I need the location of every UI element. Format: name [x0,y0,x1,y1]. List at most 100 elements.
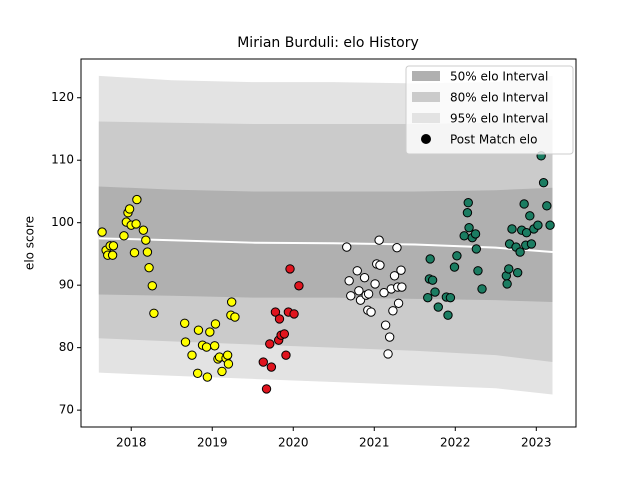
data-point [270,307,281,317]
data-point [132,194,142,205]
data-point [519,199,529,209]
y-tick-label: 90 [59,278,74,292]
data-point [138,225,149,235]
data-point [205,327,215,337]
data-point [375,260,385,270]
data-point [279,329,290,339]
data-point [274,314,285,324]
data-point [396,265,406,275]
data-point [363,289,374,299]
x-tick-label: 2020 [278,436,309,450]
legend-label: 95% elo Interval [450,112,548,126]
data-point [389,271,400,281]
data-point [147,281,157,291]
data-point [141,235,151,245]
data-point [265,339,275,349]
data-point [452,251,462,261]
data-point [459,231,469,241]
data-point [193,325,204,335]
data-point [187,350,197,360]
data-point [223,359,234,369]
data-point [470,229,481,239]
data-point [443,310,453,320]
data-point [344,276,354,286]
data-point [366,307,376,317]
data-point [266,362,277,372]
legend-label: Post Match elo [450,133,537,147]
x-tick-label: 2018 [116,436,147,450]
chart-title: Mirian Burduli: elo History [237,35,419,51]
y-tick-label: 80 [59,340,74,354]
data-point [542,201,552,211]
data-point [217,366,227,377]
data-point [281,350,291,360]
data-point [384,332,395,342]
data-point [129,247,140,258]
data-point [430,287,440,297]
data-point [285,264,295,274]
data-point [202,372,213,382]
data-point [180,337,191,347]
data-point [119,231,129,241]
data-point [210,319,221,329]
data-point [124,204,135,214]
data-point [354,286,364,296]
data-point [209,341,220,351]
data-point [342,242,352,252]
data-point [380,320,391,330]
data-point [521,227,532,238]
y-axis-label: elo score [23,216,37,270]
data-point [445,292,456,303]
data-point [392,242,402,253]
data-point [370,279,380,289]
data-point [258,357,268,367]
data-point [131,219,141,229]
data-point [425,254,435,264]
data-point [289,309,299,319]
data-point [108,241,119,251]
legend-swatch [412,71,440,81]
data-point [230,312,240,322]
plot-frame [80,58,577,428]
data-point [427,275,438,285]
data-point [226,297,237,307]
data-point [294,281,304,291]
data-point [107,250,118,260]
data-point [512,267,523,278]
data-point [464,222,474,233]
data-point [423,292,433,303]
data-point [222,350,233,360]
data-point [515,247,525,257]
x-tick-label: 2019 [197,436,228,450]
data-point [449,262,460,272]
data-point [473,266,483,276]
data-point [144,262,154,273]
data-point [261,384,272,394]
legend-label: 50% elo Interval [450,70,548,84]
data-point [463,198,473,208]
legend-box [405,65,574,155]
data-point [379,287,389,298]
y-tick-label: 70 [59,403,74,417]
data-point [462,207,473,218]
data-point [477,284,487,294]
data-point [504,264,514,274]
x-tick-label: 2022 [440,436,471,450]
data-point [397,282,407,292]
data-point [433,302,443,312]
data-point [471,244,482,254]
data-point [149,308,159,318]
data-point [179,318,190,328]
legend-swatch [412,92,440,102]
data-point [388,306,398,316]
data-point [374,235,384,245]
data-point [393,298,404,308]
mean-line [98,237,553,254]
legend-marker [421,134,431,144]
y-tick-label: 120 [51,90,74,104]
y-tick-label: 100 [51,215,74,229]
x-tick-label: 2023 [521,436,552,450]
data-point [507,224,517,234]
data-point [352,266,362,276]
data-point [383,349,393,359]
